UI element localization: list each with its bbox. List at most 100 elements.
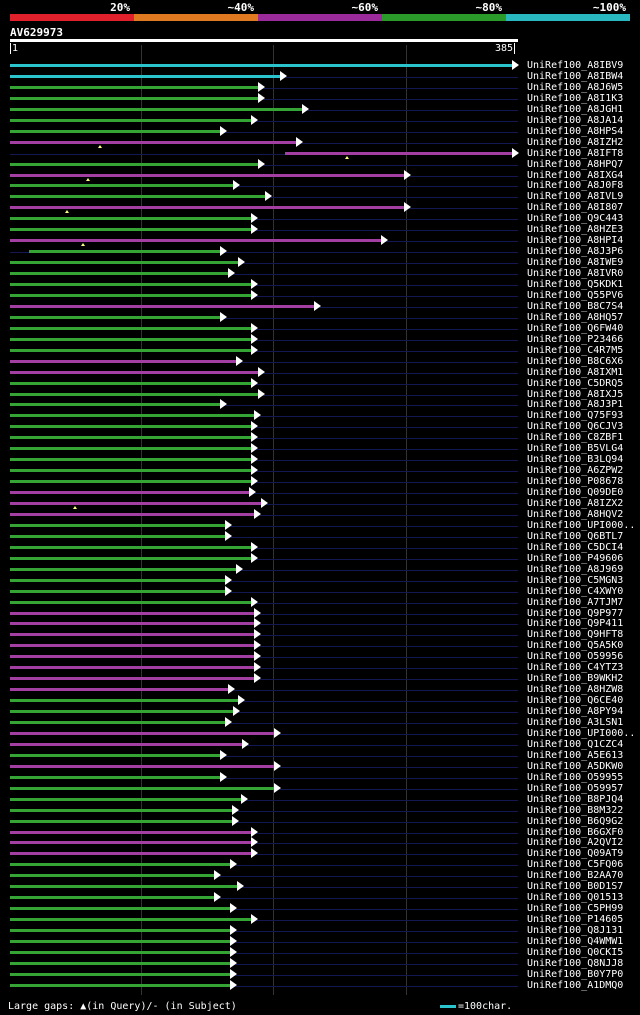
hit-bar[interactable] bbox=[10, 688, 230, 691]
hit-bar[interactable] bbox=[10, 633, 257, 636]
hit-bar[interactable] bbox=[10, 228, 254, 231]
hit-label[interactable]: UniRef100_A8HPI4 bbox=[527, 235, 624, 246]
hit-label[interactable]: UniRef100_B0Y7P0 bbox=[527, 969, 624, 980]
hit-label[interactable]: UniRef100_Q6FW40 bbox=[527, 323, 624, 334]
hit-bar[interactable] bbox=[10, 962, 233, 965]
hit-label[interactable]: UniRef100_Q75F93 bbox=[527, 410, 624, 421]
hit-bar[interactable] bbox=[10, 338, 254, 341]
hit-label[interactable]: UniRef100_A8J3P6 bbox=[527, 246, 624, 257]
hit-bar[interactable] bbox=[10, 644, 257, 647]
hit-bar[interactable] bbox=[10, 174, 406, 177]
hit-bar[interactable] bbox=[10, 601, 254, 604]
hit-bar[interactable] bbox=[10, 393, 260, 396]
hit-bar[interactable] bbox=[10, 513, 257, 516]
hit-label[interactable]: UniRef100_A8HQV2 bbox=[527, 509, 624, 520]
hit-label[interactable]: UniRef100_Q09AT9 bbox=[527, 848, 624, 859]
hit-bar[interactable] bbox=[10, 820, 234, 823]
hit-label[interactable]: UniRef100_B3LQ94 bbox=[527, 454, 624, 465]
hit-label[interactable]: UniRef100_P23466 bbox=[527, 334, 624, 345]
hit-label[interactable]: UniRef100_A8IXG4 bbox=[527, 170, 624, 181]
hit-label[interactable]: UniRef100_Q9P977 bbox=[527, 608, 624, 619]
hit-bar[interactable] bbox=[10, 732, 276, 735]
hit-bar[interactable] bbox=[10, 272, 230, 275]
hit-bar[interactable] bbox=[10, 371, 260, 374]
hit-bar[interactable] bbox=[10, 316, 222, 319]
hit-label[interactable]: UniRef100_Q55PV6 bbox=[527, 290, 624, 301]
hit-bar[interactable] bbox=[10, 436, 254, 439]
hit-label[interactable]: UniRef100_A8HPS4 bbox=[527, 126, 624, 137]
hit-label[interactable]: UniRef100_A8IBW4 bbox=[527, 71, 624, 82]
hit-label[interactable]: UniRef100_A8IXM1 bbox=[527, 367, 624, 378]
hit-label[interactable]: UniRef100_A8JA14 bbox=[527, 115, 624, 126]
hit-label[interactable]: UniRef100_A8JGH1 bbox=[527, 104, 624, 115]
hit-label[interactable]: UniRef100_A8HQ57 bbox=[527, 312, 624, 323]
hit-label[interactable]: UniRef100_C4XWY0 bbox=[527, 586, 624, 597]
hit-bar[interactable] bbox=[10, 184, 235, 187]
hit-bar[interactable] bbox=[10, 809, 234, 812]
hit-label[interactable]: UniRef100_A8IXJ5 bbox=[527, 389, 624, 400]
hit-bar[interactable] bbox=[10, 360, 238, 363]
hit-bar[interactable] bbox=[10, 612, 257, 615]
hit-bar[interactable] bbox=[10, 261, 241, 264]
hit-bar[interactable] bbox=[10, 765, 276, 768]
hit-bar[interactable] bbox=[10, 579, 227, 582]
hit-bar[interactable] bbox=[10, 119, 254, 122]
hit-label[interactable]: UniRef100_Q8NJJ8 bbox=[527, 958, 624, 969]
hit-bar[interactable] bbox=[10, 469, 254, 472]
hit-bar[interactable] bbox=[10, 655, 257, 658]
hit-label[interactable]: UniRef100_O59956 bbox=[527, 651, 624, 662]
hit-bar[interactable] bbox=[10, 130, 222, 133]
hit-label[interactable]: UniRef100_B0D1S7 bbox=[527, 881, 624, 892]
hit-bar[interactable] bbox=[10, 480, 254, 483]
hit-label[interactable]: UniRef100_Q0CKI5 bbox=[527, 947, 624, 958]
hit-label[interactable]: UniRef100_B8PJQ4 bbox=[527, 794, 624, 805]
hit-label[interactable]: UniRef100_A8PY94 bbox=[527, 706, 624, 717]
hit-bar[interactable] bbox=[10, 382, 254, 385]
hit-bar[interactable] bbox=[10, 918, 254, 921]
hit-label[interactable]: UniRef100_A8HPQ7 bbox=[527, 159, 624, 170]
hit-bar[interactable] bbox=[10, 852, 254, 855]
hit-label[interactable]: UniRef100_A8IBV9 bbox=[527, 60, 624, 71]
hit-bar[interactable] bbox=[10, 907, 233, 910]
hit-label[interactable]: UniRef100_Q8J131 bbox=[527, 925, 624, 936]
hit-bar[interactable] bbox=[10, 403, 222, 406]
hit-label[interactable]: UniRef100_O59957 bbox=[527, 783, 624, 794]
hit-bar[interactable] bbox=[10, 546, 254, 549]
hit-label[interactable]: UniRef100_A3LSN1 bbox=[527, 717, 624, 728]
hit-bar[interactable] bbox=[10, 666, 257, 669]
hit-label[interactable]: UniRef100_Q01513 bbox=[527, 892, 624, 903]
hit-label[interactable]: UniRef100_A8IVR0 bbox=[527, 268, 624, 279]
hit-label[interactable]: UniRef100_A5DKW0 bbox=[527, 761, 624, 772]
hit-label[interactable]: UniRef100_B9WKH2 bbox=[527, 673, 624, 684]
hit-label[interactable]: UniRef100_A5E613 bbox=[527, 750, 624, 761]
hit-bar[interactable] bbox=[10, 283, 254, 286]
hit-label[interactable]: UniRef100_A1DMQ0 bbox=[527, 980, 624, 991]
hit-label[interactable]: UniRef100_A8HZW8 bbox=[527, 684, 624, 695]
hit-bar[interactable] bbox=[10, 951, 233, 954]
hit-bar[interactable] bbox=[10, 973, 233, 976]
hit-bar[interactable] bbox=[10, 491, 251, 494]
hit-bar[interactable] bbox=[10, 557, 254, 560]
hit-bar[interactable] bbox=[10, 64, 514, 67]
hit-bar[interactable] bbox=[10, 831, 254, 834]
hit-label[interactable]: UniRef100_A8J6W5 bbox=[527, 82, 624, 93]
hit-label[interactable]: UniRef100_Q4WMW1 bbox=[527, 936, 624, 947]
hit-bar[interactable] bbox=[10, 217, 254, 220]
hit-label[interactable]: UniRef100_A8IVL9 bbox=[527, 191, 624, 202]
hit-label[interactable]: UniRef100_Q5KDK1 bbox=[527, 279, 624, 290]
hit-bar[interactable] bbox=[10, 590, 227, 593]
hit-label[interactable]: UniRef100_A8HZE3 bbox=[527, 224, 624, 235]
hit-bar[interactable] bbox=[10, 841, 254, 844]
hit-bar[interactable] bbox=[10, 305, 316, 308]
hit-label[interactable]: UniRef100_Q1CZC4 bbox=[527, 739, 624, 750]
hit-label[interactable]: UniRef100_A8J3P1 bbox=[527, 399, 624, 410]
hit-label[interactable]: UniRef100_Q5A5K0 bbox=[527, 640, 624, 651]
hit-bar[interactable] bbox=[10, 699, 241, 702]
hit-bar[interactable] bbox=[10, 721, 227, 724]
hit-label[interactable]: UniRef100_P14605 bbox=[527, 914, 624, 925]
hit-bar[interactable] bbox=[10, 535, 227, 538]
hit-bar[interactable] bbox=[10, 414, 257, 417]
hit-bar[interactable] bbox=[10, 776, 222, 779]
hit-bar[interactable] bbox=[10, 710, 235, 713]
hit-bar[interactable] bbox=[10, 327, 254, 330]
